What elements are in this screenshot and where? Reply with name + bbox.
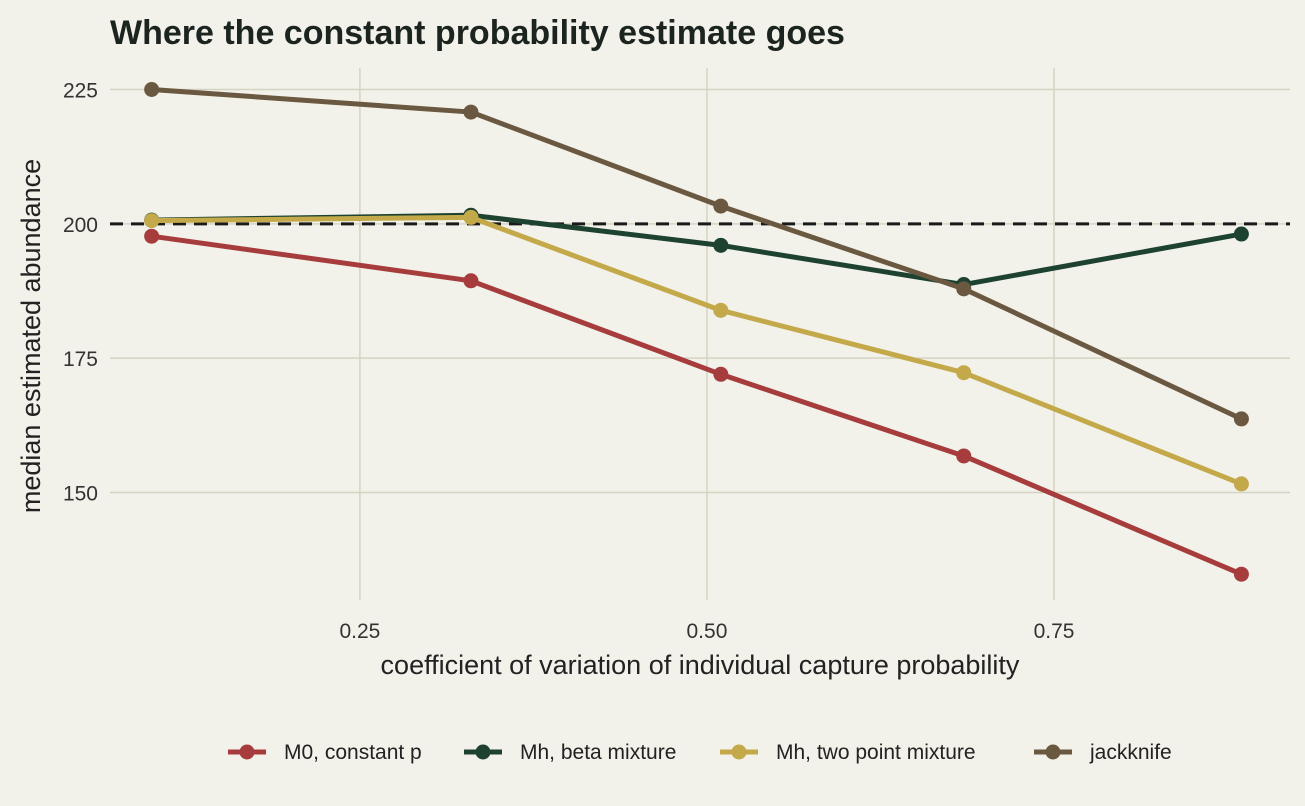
series-jackknife xyxy=(144,81,1249,427)
series-mh-two-point-mixture xyxy=(144,209,1249,492)
data-point-jackknife-3 xyxy=(956,281,972,297)
data-point-m0-constant-p-2 xyxy=(713,366,729,382)
data-point-m0-constant-p-4 xyxy=(1233,566,1249,582)
data-point-mh-two-point-mixture-0 xyxy=(144,213,160,229)
x-axis-title: coefficient of variation of individual c… xyxy=(381,650,1020,680)
legend-label-mh-two-point-mixture: Mh, two point mixture xyxy=(776,741,976,764)
x-tick-label-1: 0.50 xyxy=(687,620,728,643)
legend-item-mh-beta-mixture: Mh, beta mixture xyxy=(464,741,676,764)
y-tick-label-3: 225 xyxy=(63,79,98,102)
x-tick-labels: 0.25 0.50 0.75 xyxy=(339,620,1074,643)
legend-label-jackknife: jackknife xyxy=(1089,741,1172,764)
x-tick-label-0: 0.25 xyxy=(339,620,380,643)
series-m0-constant-p xyxy=(144,228,1249,582)
series-line-mh-beta-mixture xyxy=(149,212,1244,288)
y-tick-label-1: 175 xyxy=(63,348,98,371)
legend-item-mh-two-point-mixture: Mh, two point mixture xyxy=(720,741,976,764)
y-tick-label-2: 200 xyxy=(63,214,98,237)
data-point-jackknife-4 xyxy=(1233,411,1249,427)
series-line-jackknife xyxy=(149,86,1244,422)
legend-item-m0-constant-p: M0, constant p xyxy=(228,741,422,764)
legend-key-point-mh-beta-mixture xyxy=(475,744,491,760)
legend-key-point-m0-constant-p xyxy=(239,744,255,760)
legend-label-mh-beta-mixture: Mh, beta mixture xyxy=(520,741,676,764)
legend-key-point-mh-two-point-mixture xyxy=(731,744,747,760)
data-point-jackknife-2 xyxy=(713,198,729,214)
data-point-mh-two-point-mixture-3 xyxy=(956,365,972,381)
y-tick-labels: 150 175 200 225 xyxy=(63,79,98,505)
legend-key-point-jackknife xyxy=(1045,744,1061,760)
data-point-m0-constant-p-3 xyxy=(956,448,972,464)
data-point-mh-beta-mixture-2 xyxy=(713,237,729,253)
data-point-m0-constant-p-0 xyxy=(144,228,160,244)
legend-label-m0-constant-p: M0, constant p xyxy=(284,741,422,764)
data-point-jackknife-0 xyxy=(144,81,160,97)
series-line-m0-constant-p xyxy=(149,233,1244,577)
legend-item-jackknife: jackknife xyxy=(1034,741,1172,764)
legend: M0, constant p Mh, beta mixture Mh, two po… xyxy=(228,741,1172,764)
data-point-mh-two-point-mixture-2 xyxy=(713,302,729,318)
chart-title: Where the constant probability estimate … xyxy=(110,14,845,52)
data-point-jackknife-1 xyxy=(463,104,479,120)
series-group xyxy=(144,81,1249,582)
data-point-mh-beta-mixture-4 xyxy=(1233,226,1249,242)
y-axis-title: median estimated abundance xyxy=(16,159,46,513)
data-point-m0-constant-p-1 xyxy=(463,273,479,289)
x-tick-label-2: 0.75 xyxy=(1034,620,1075,643)
data-point-mh-two-point-mixture-1 xyxy=(463,209,479,225)
y-tick-label-0: 150 xyxy=(63,483,98,506)
data-point-mh-two-point-mixture-4 xyxy=(1233,476,1249,492)
